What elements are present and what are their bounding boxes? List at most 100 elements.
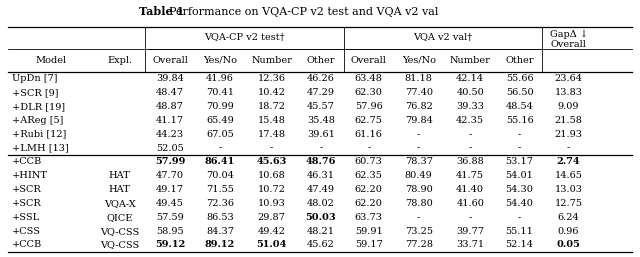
Text: -: - xyxy=(367,144,371,153)
Text: Expl.: Expl. xyxy=(107,56,132,65)
Text: VQ-CSS: VQ-CSS xyxy=(100,227,139,236)
Text: 48.87: 48.87 xyxy=(156,102,184,111)
Text: -: - xyxy=(518,144,521,153)
Text: Yes/No: Yes/No xyxy=(203,56,237,65)
Text: 49.45: 49.45 xyxy=(156,199,184,208)
Text: +DLR [19]: +DLR [19] xyxy=(12,102,65,111)
Text: 39.84: 39.84 xyxy=(156,74,184,83)
Text: 41.75: 41.75 xyxy=(456,171,484,180)
Text: VQA-CP v2 test†: VQA-CP v2 test† xyxy=(204,33,285,42)
Text: 6.24: 6.24 xyxy=(557,213,579,222)
Text: HAT: HAT xyxy=(109,171,131,180)
Text: -: - xyxy=(518,130,521,139)
Text: Overall: Overall xyxy=(152,56,188,65)
Text: 70.41: 70.41 xyxy=(206,88,234,97)
Text: 60.73: 60.73 xyxy=(355,157,383,167)
Text: 12.36: 12.36 xyxy=(257,74,285,83)
Text: HAT: HAT xyxy=(109,185,131,194)
Text: +LMH [13]: +LMH [13] xyxy=(12,144,68,153)
Text: 41.40: 41.40 xyxy=(456,185,484,194)
Text: Model: Model xyxy=(35,56,67,65)
Text: 52.14: 52.14 xyxy=(506,241,534,250)
Text: 54.40: 54.40 xyxy=(506,199,534,208)
Text: 67.05: 67.05 xyxy=(206,130,234,139)
Text: 40.50: 40.50 xyxy=(456,88,484,97)
Text: 21.93: 21.93 xyxy=(555,130,582,139)
Text: 10.68: 10.68 xyxy=(258,171,285,180)
Text: 53.17: 53.17 xyxy=(506,157,534,167)
Text: 41.60: 41.60 xyxy=(456,199,484,208)
Text: 15.48: 15.48 xyxy=(258,116,285,125)
Text: -: - xyxy=(468,144,472,153)
Text: 23.64: 23.64 xyxy=(555,74,582,83)
Text: 9.09: 9.09 xyxy=(558,102,579,111)
Text: 41.96: 41.96 xyxy=(206,74,234,83)
Text: 57.99: 57.99 xyxy=(155,157,185,167)
Text: 70.04: 70.04 xyxy=(206,171,234,180)
Text: 0.05: 0.05 xyxy=(557,241,580,250)
Text: 10.93: 10.93 xyxy=(258,199,285,208)
Text: 48.21: 48.21 xyxy=(307,227,335,236)
Text: Number: Number xyxy=(251,56,292,65)
Text: 55.16: 55.16 xyxy=(506,116,534,125)
Text: VQ-CSS: VQ-CSS xyxy=(100,241,139,250)
Text: 79.84: 79.84 xyxy=(404,116,433,125)
Text: 48.54: 48.54 xyxy=(506,102,534,111)
Text: 78.37: 78.37 xyxy=(404,157,433,167)
Text: Overall: Overall xyxy=(550,40,586,49)
Text: 42.14: 42.14 xyxy=(456,74,484,83)
Text: +SCR [9]: +SCR [9] xyxy=(12,88,58,97)
Text: 54.30: 54.30 xyxy=(506,185,534,194)
Text: UpDn [7]: UpDn [7] xyxy=(12,74,57,83)
Text: 59.12: 59.12 xyxy=(155,241,185,250)
Text: 46.31: 46.31 xyxy=(307,171,335,180)
Text: 36.88: 36.88 xyxy=(456,157,484,167)
Text: 49.17: 49.17 xyxy=(156,185,184,194)
Text: Number: Number xyxy=(450,56,491,65)
Text: -: - xyxy=(417,144,420,153)
Text: 45.62: 45.62 xyxy=(307,241,335,250)
Text: 44.23: 44.23 xyxy=(156,130,184,139)
Text: 18.72: 18.72 xyxy=(257,102,285,111)
Text: 41.17: 41.17 xyxy=(156,116,184,125)
Text: 51.04: 51.04 xyxy=(257,241,287,250)
Text: 72.36: 72.36 xyxy=(206,199,234,208)
Text: 57.59: 57.59 xyxy=(156,213,184,222)
Text: QICE: QICE xyxy=(106,213,132,222)
Text: 33.71: 33.71 xyxy=(456,241,484,250)
Text: 50.03: 50.03 xyxy=(306,213,336,222)
Text: 86.41: 86.41 xyxy=(205,157,235,167)
Text: 57.96: 57.96 xyxy=(355,102,383,111)
Text: 59.17: 59.17 xyxy=(355,241,383,250)
Text: 81.18: 81.18 xyxy=(404,74,433,83)
Text: 62.20: 62.20 xyxy=(355,185,383,194)
Text: 78.80: 78.80 xyxy=(405,199,433,208)
Text: 76.82: 76.82 xyxy=(404,102,433,111)
Text: -: - xyxy=(567,144,570,153)
Text: 55.11: 55.11 xyxy=(506,227,534,236)
Text: 13.83: 13.83 xyxy=(555,88,582,97)
Text: 54.01: 54.01 xyxy=(506,171,534,180)
Text: Other: Other xyxy=(307,56,335,65)
Text: 39.33: 39.33 xyxy=(456,102,484,111)
Text: 48.76: 48.76 xyxy=(306,157,336,167)
Text: +SSL: +SSL xyxy=(12,213,40,222)
Text: +HINT: +HINT xyxy=(12,171,47,180)
Text: 78.90: 78.90 xyxy=(405,185,433,194)
Text: 73.25: 73.25 xyxy=(404,227,433,236)
Text: 39.61: 39.61 xyxy=(307,130,335,139)
Text: Table 1. Performance on VQA-CP v2 test and VQA v2 val: Table 1. Performance on VQA-CP v2 test a… xyxy=(0,256,1,257)
Text: 62.20: 62.20 xyxy=(355,199,383,208)
Text: +CSS: +CSS xyxy=(12,227,40,236)
Text: 52.05: 52.05 xyxy=(156,144,184,153)
Text: +CCB: +CCB xyxy=(12,157,42,167)
Text: -: - xyxy=(518,213,521,222)
Text: 89.12: 89.12 xyxy=(205,241,235,250)
Text: 10.42: 10.42 xyxy=(257,88,285,97)
Text: Overall: Overall xyxy=(351,56,387,65)
Text: 10.72: 10.72 xyxy=(257,185,285,194)
Text: +CCB: +CCB xyxy=(12,241,42,250)
Text: 42.35: 42.35 xyxy=(456,116,484,125)
Text: -: - xyxy=(218,144,221,153)
Text: 70.99: 70.99 xyxy=(206,102,234,111)
